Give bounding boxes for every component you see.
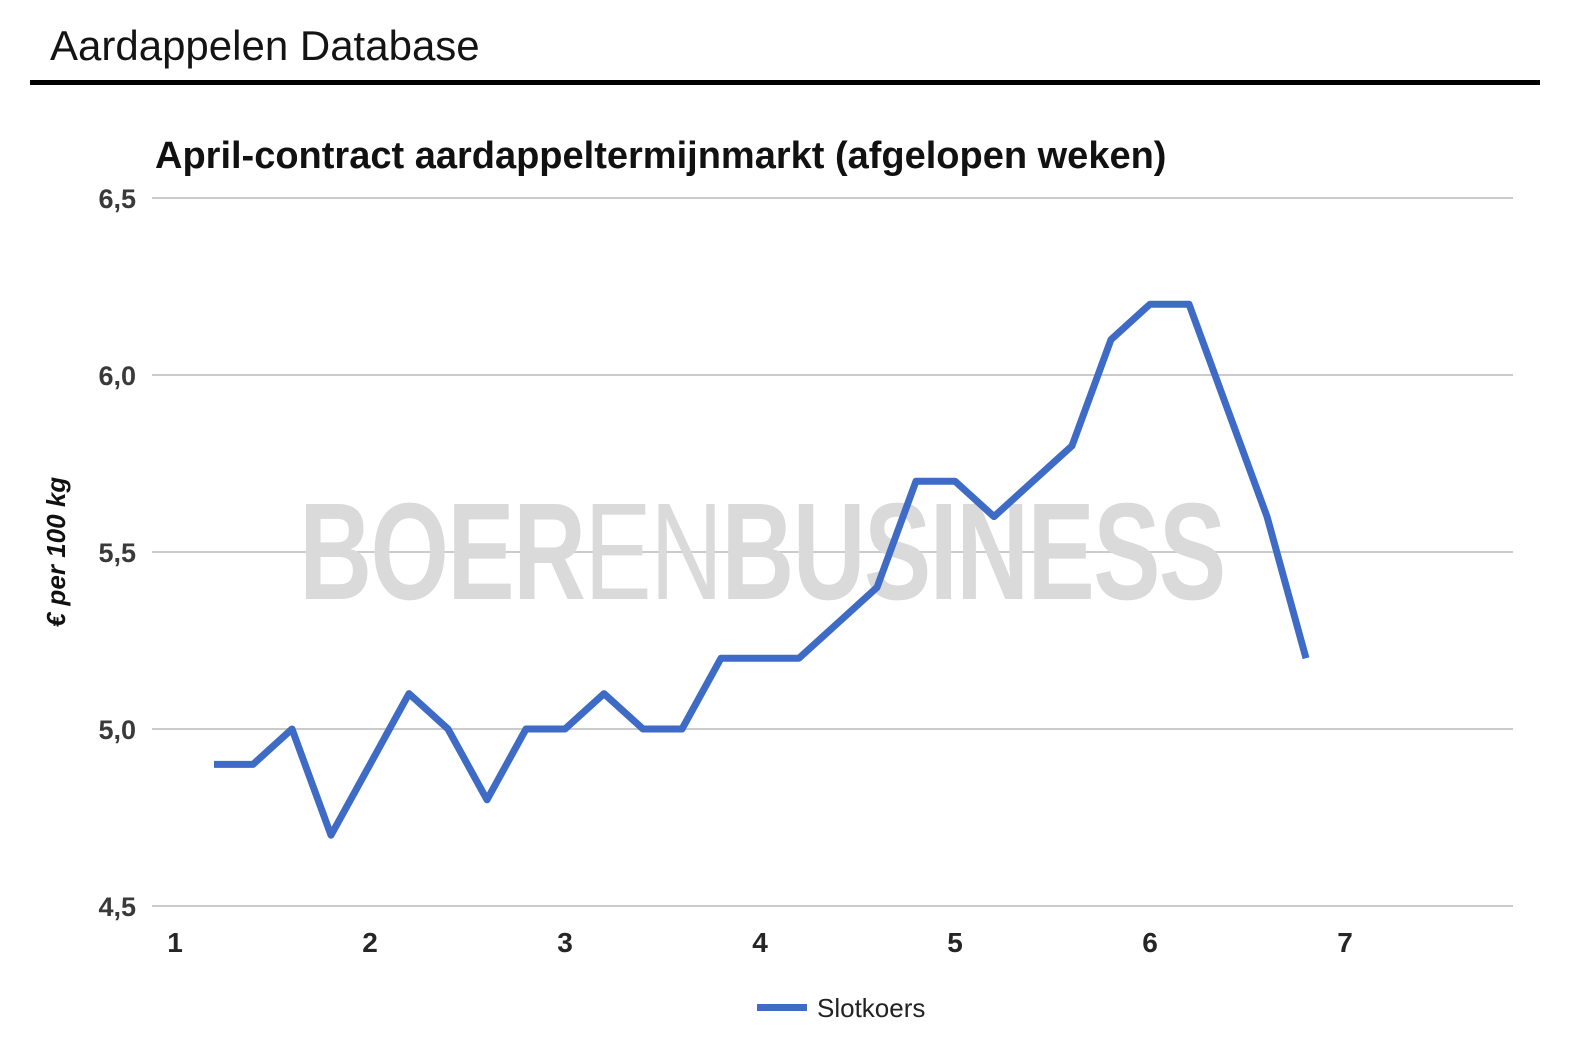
y-axis-tick-labels: 4,5 5,0 5,5 6,0 6,5 (98, 184, 136, 922)
watermark-bold-1: BOER (299, 474, 584, 628)
y-tick-label: 5,0 (98, 715, 136, 745)
legend: Slotkoers (757, 993, 925, 1023)
x-axis-tick-labels: 1 2 3 4 5 6 7 (167, 927, 1353, 958)
watermark-light: EN (584, 474, 721, 628)
watermark: BOERENBUSINESS (299, 474, 1226, 628)
y-tick-label: 4,5 (98, 892, 136, 922)
y-axis-title: € per 100 kg (41, 477, 71, 627)
x-tick-label: 7 (1337, 927, 1353, 958)
legend-label: Slotkoers (817, 993, 925, 1023)
header-divider (30, 80, 1540, 85)
watermark-text: BOERENBUSINESS (299, 474, 1224, 628)
y-tick-label: 6,0 (98, 361, 136, 391)
chart-title: April-contract aardappeltermijnmarkt (af… (155, 135, 1166, 177)
gridlines (152, 197, 1513, 907)
y-tick-label: 6,5 (98, 184, 136, 214)
x-tick-label: 4 (752, 927, 768, 958)
series-line-slotkoers (214, 300, 1310, 839)
legend-line-swatch (757, 1004, 807, 1011)
x-tick-label: 1 (167, 927, 183, 958)
x-tick-label: 3 (557, 927, 573, 958)
x-tick-label: 2 (362, 927, 378, 958)
x-tick-label: 6 (1142, 927, 1158, 958)
page-title: Aardappelen Database (50, 22, 480, 69)
x-tick-label: 5 (947, 927, 963, 958)
y-tick-label: 5,5 (98, 538, 136, 568)
